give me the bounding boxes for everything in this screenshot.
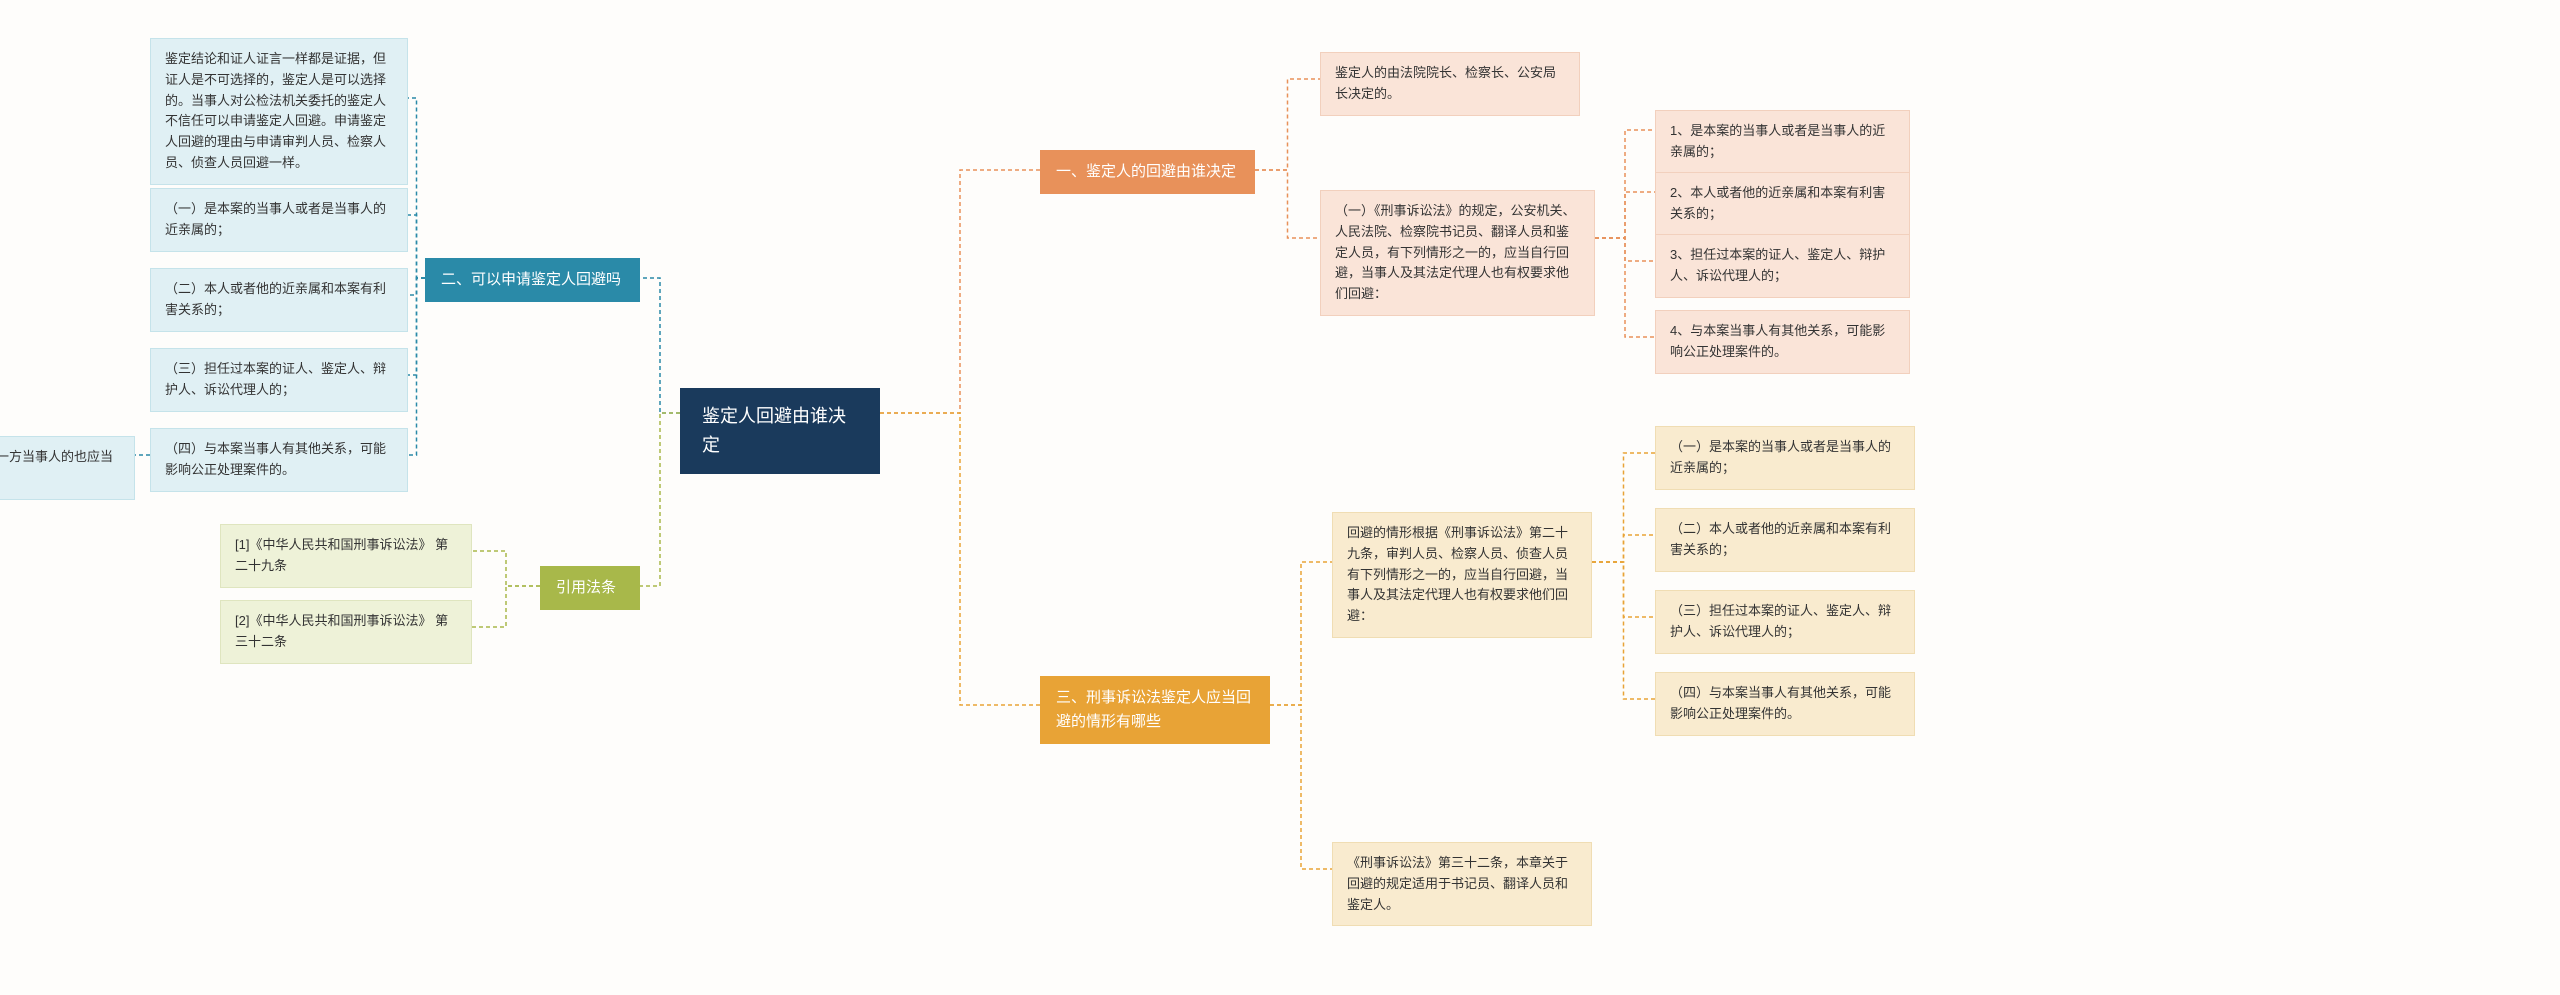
connector-root-b1: [880, 170, 1040, 413]
leaf-b4_l2: [2]《中华人民共和国刑事诉讼法》 第三十二条: [220, 600, 472, 664]
connector-b4-b4_l1: [472, 551, 540, 586]
connector-b3_l1-b3_l1_2: [1592, 535, 1655, 562]
leaf-b2_l1: 鉴定结论和证人证言一样都是证据，但证人是不可选择的，鉴定人是可以选择的。当事人对…: [150, 38, 408, 185]
connector-b2-b2_l3: [408, 278, 425, 295]
connector-b2-b2_l2: [408, 215, 425, 278]
branch-b3: 三、刑事诉讼法鉴定人应当回避的情形有哪些: [1040, 676, 1270, 744]
connector-b3_l1-b3_l1_4: [1592, 562, 1655, 699]
connector-b3_l1-b3_l1_3: [1592, 562, 1655, 617]
connector-b2-b2_l4: [408, 278, 425, 375]
leaf-b1_l2_2: 2、本人或者他的近亲属和本案有利害关系的；: [1655, 172, 1910, 236]
leaf-b3_l1_4: （四）与本案当事人有其他关系，可能影响公正处理案件的。: [1655, 672, 1915, 736]
branch-b1: 一、鉴定人的回避由谁决定: [1040, 150, 1255, 194]
leaf-b3_l1_3: （三）担任过本案的证人、鉴定人、辩护人、诉讼代理人的；: [1655, 590, 1915, 654]
connector-b1_l2-b1_l2_3: [1595, 238, 1655, 261]
connector-b1_l2-b1_l2_4: [1595, 238, 1655, 337]
connector-root-b3: [880, 413, 1040, 705]
connector-b2-b2_l1: [408, 98, 425, 278]
connector-b3-b3_l2: [1270, 705, 1332, 869]
leaf-b1_l2_4: 4、与本案当事人有其他关系，可能影响公正处理案件的。: [1655, 310, 1910, 374]
connector-root-b2: [640, 278, 680, 413]
connector-b3_l1-b3_l1_1: [1592, 453, 1655, 562]
leaf-b3_l1_1: （一）是本案的当事人或者是当事人的近亲属的；: [1655, 426, 1915, 490]
branch-b4: 引用法条: [540, 566, 640, 610]
leaf-b2_l2: （一）是本案的当事人或者是当事人的近亲属的；: [150, 188, 408, 252]
leaf-b2_l5_1: 鉴定人私自会见一方当事人的也应当回避。: [0, 436, 135, 500]
connector-b2-b2_l5: [408, 278, 425, 455]
branch-b2: 二、可以申请鉴定人回避吗: [425, 258, 640, 302]
leaf-b3_l1_2: （二）本人或者他的近亲属和本案有利害关系的；: [1655, 508, 1915, 572]
leaf-b1_l2: （一）《刑事诉讼法》的规定，公安机关、人民法院、检察院书记员、翻译人员和鉴定人员…: [1320, 190, 1595, 316]
connector-b1-b1_l1: [1255, 79, 1320, 170]
leaf-b1_l2_1: 1、是本案的当事人或者是当事人的近亲属的；: [1655, 110, 1910, 174]
leaf-b2_l5: （四）与本案当事人有其他关系，可能影响公正处理案件的。: [150, 428, 408, 492]
root-node: 鉴定人回避由谁决定: [680, 388, 880, 474]
connector-b1_l2-b1_l2_1: [1595, 130, 1655, 238]
leaf-b2_l3: （二）本人或者他的近亲属和本案有利害关系的；: [150, 268, 408, 332]
connector-b3-b3_l1: [1270, 562, 1332, 705]
connector-b1-b1_l2: [1255, 170, 1320, 238]
leaf-b1_l1: 鉴定人的由法院院长、检察长、公安局长决定的。: [1320, 52, 1580, 116]
connector-root-b4: [640, 413, 680, 586]
leaf-b4_l1: [1]《中华人民共和国刑事诉讼法》 第二十九条: [220, 524, 472, 588]
connector-b4-b4_l2: [472, 586, 540, 627]
leaf-b1_l2_3: 3、担任过本案的证人、鉴定人、辩护人、诉讼代理人的；: [1655, 234, 1910, 298]
leaf-b2_l4: （三）担任过本案的证人、鉴定人、辩护人、诉讼代理人的；: [150, 348, 408, 412]
connector-b1_l2-b1_l2_2: [1595, 192, 1655, 238]
leaf-b3_l2: 《刑事诉讼法》第三十二条，本章关于回避的规定适用于书记员、翻译人员和鉴定人。: [1332, 842, 1592, 926]
leaf-b3_l1: 回避的情形根据《刑事诉讼法》第二十九条，审判人员、检察人员、侦查人员有下列情形之…: [1332, 512, 1592, 638]
